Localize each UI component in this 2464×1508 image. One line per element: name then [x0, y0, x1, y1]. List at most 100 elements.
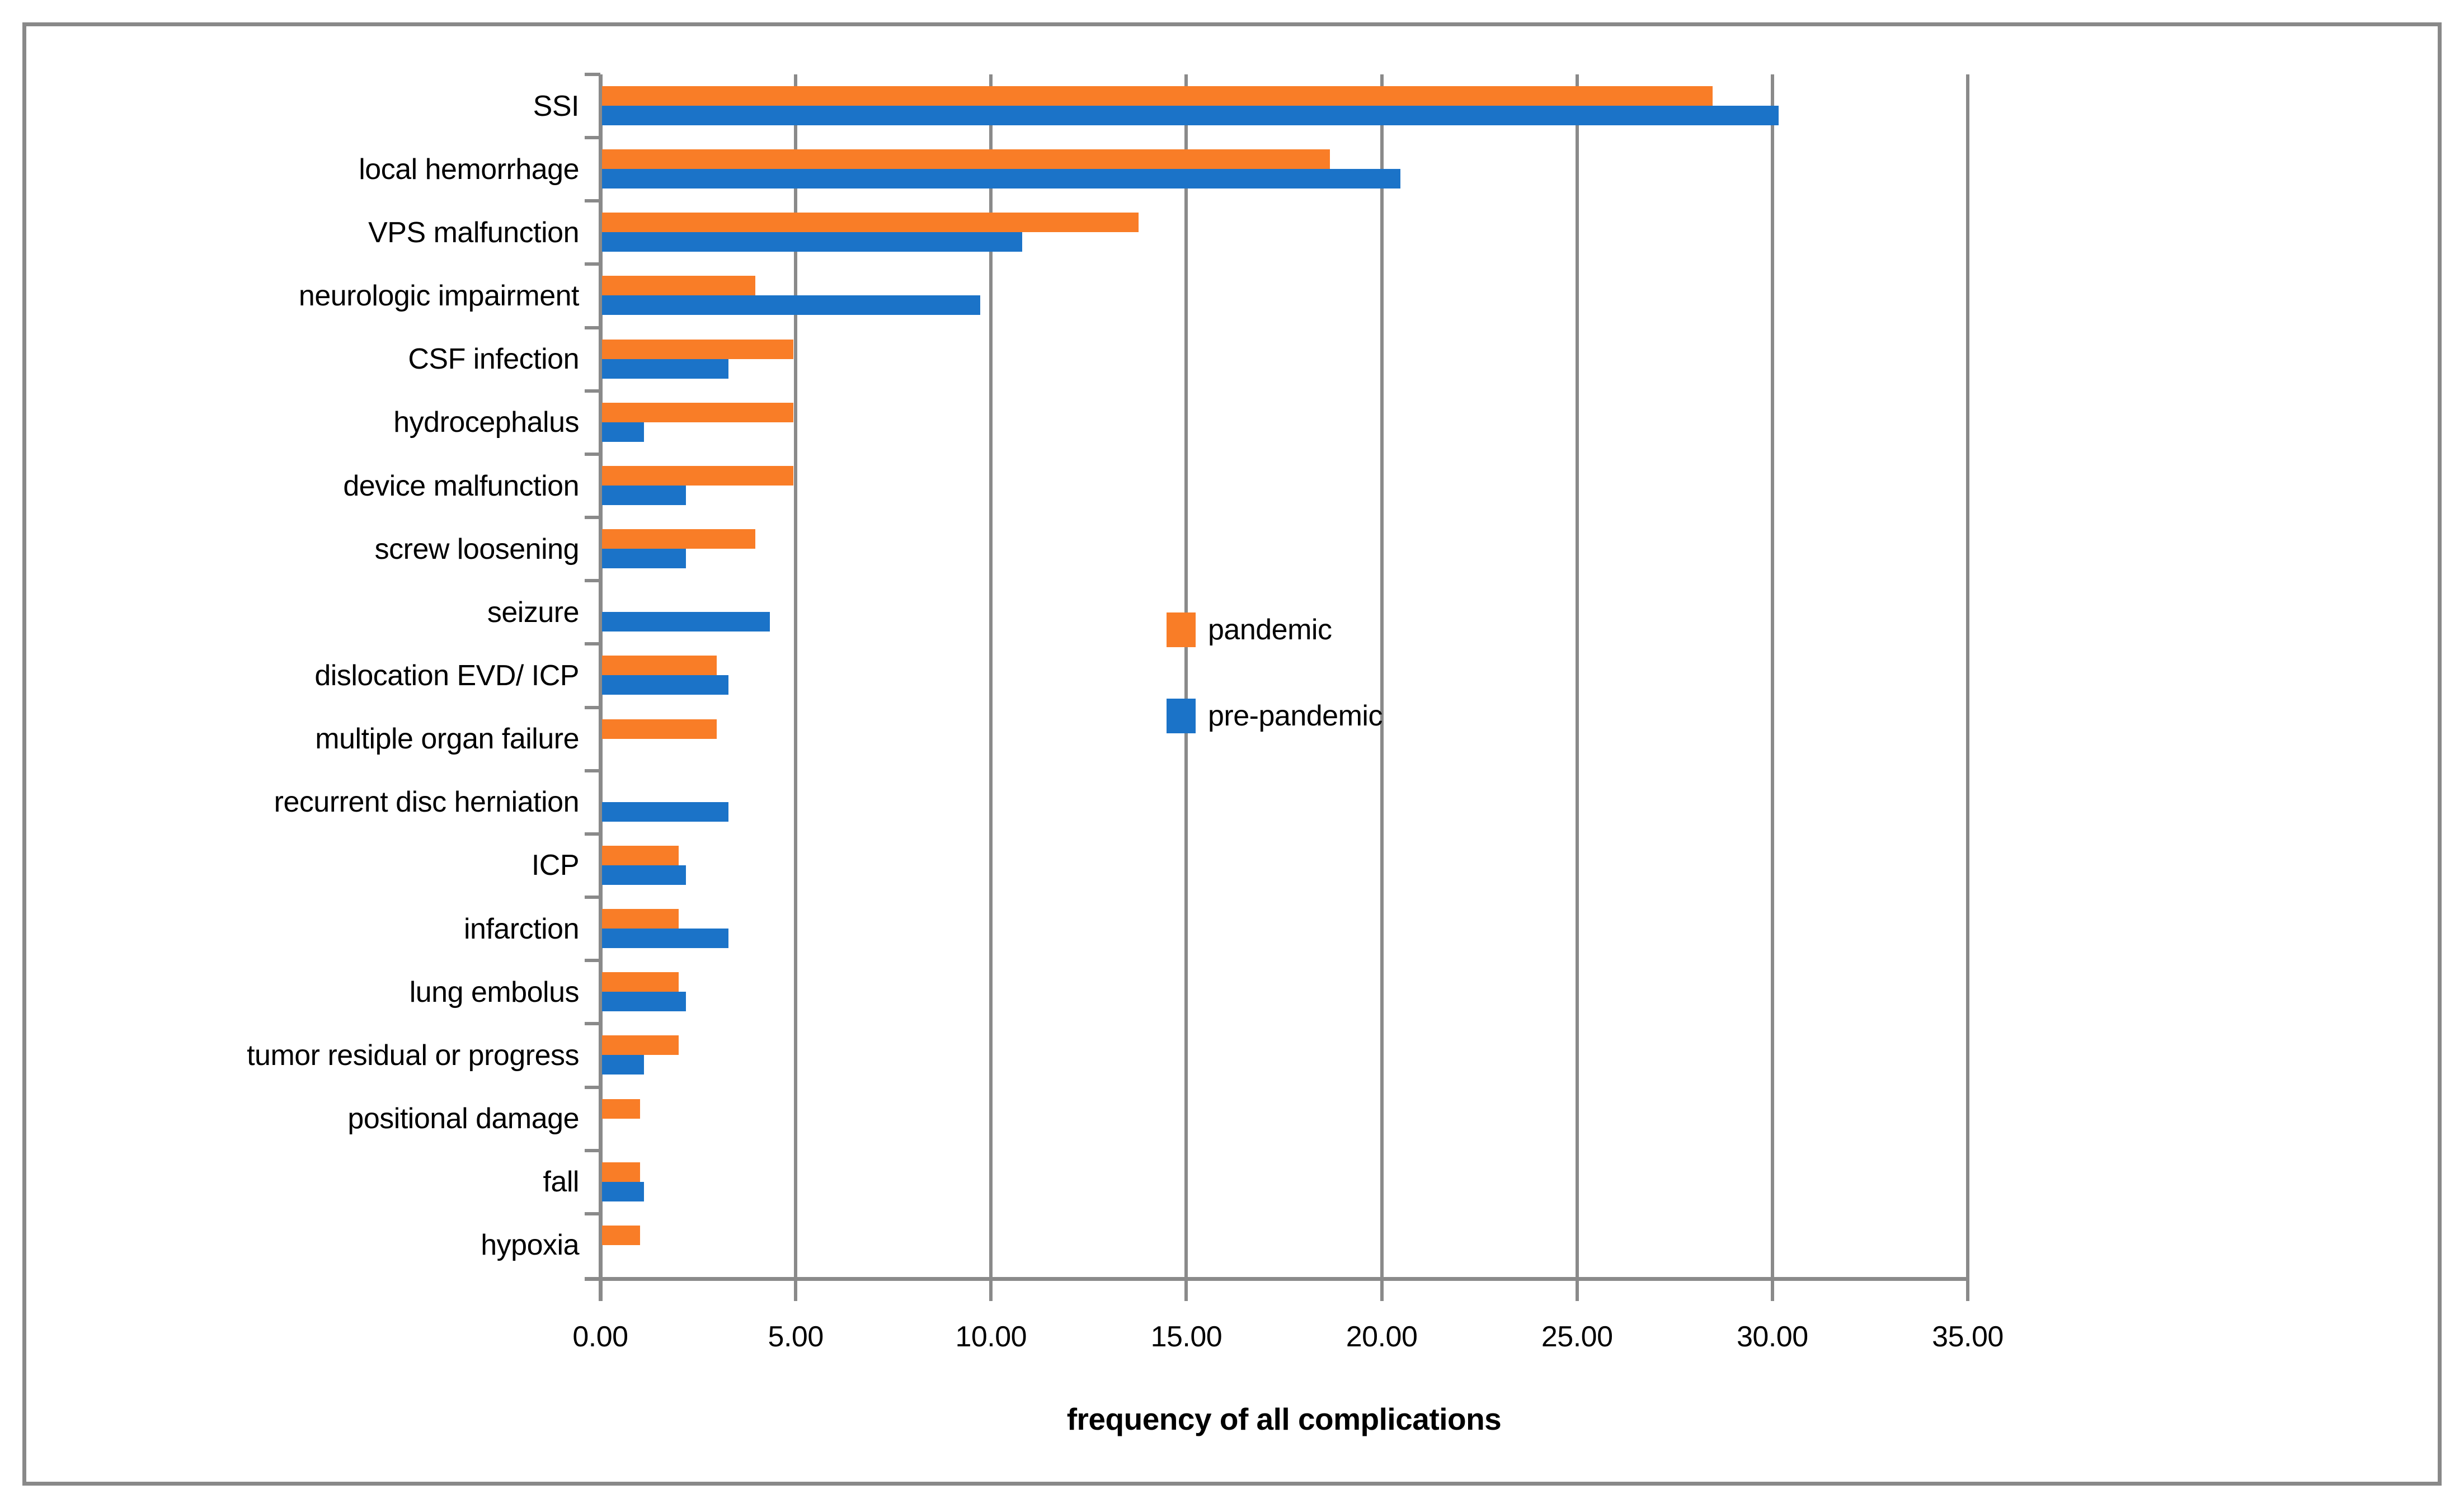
category-label: screw loosening — [374, 532, 580, 566]
gridline — [1380, 74, 1384, 1277]
bar-pandemic — [602, 909, 679, 929]
x-tick-label: 30.00 — [1737, 1321, 1808, 1353]
category-label: device malfunction — [343, 469, 579, 502]
bar-pandemic — [602, 276, 755, 296]
x-tick-label: 20.00 — [1346, 1321, 1418, 1353]
y-tick — [585, 199, 600, 203]
bar-pre-pandemic — [602, 992, 686, 1012]
bar-pre-pandemic — [602, 865, 686, 885]
bar-pandemic — [602, 845, 679, 865]
gridline — [1966, 74, 1969, 1277]
legend-label: pandemic — [1208, 614, 1332, 646]
category-label: SSI — [533, 89, 580, 122]
category-label: hydrocephalus — [393, 406, 579, 439]
x-tick-label: 15.00 — [1150, 1321, 1222, 1353]
y-tick — [585, 705, 600, 709]
bar-pandemic — [602, 149, 1330, 169]
x-tick — [1184, 1281, 1188, 1301]
pre-pandemic-swatch-icon — [1167, 699, 1196, 733]
bar-pre-pandemic — [602, 802, 728, 822]
legend-label: pre-pandemic — [1208, 700, 1383, 732]
bar-pre-pandemic — [602, 612, 770, 632]
bar-pandemic — [602, 465, 794, 486]
y-tick — [585, 326, 600, 329]
category-label: VPS malfunction — [368, 216, 579, 249]
y-tick — [585, 516, 600, 520]
bar-pandemic — [602, 213, 1139, 233]
y-tick — [585, 262, 600, 266]
y-tick — [585, 136, 600, 140]
gridline — [1770, 74, 1774, 1277]
gridline — [989, 74, 993, 1277]
y-tick — [585, 73, 600, 76]
y-tick — [585, 959, 600, 963]
category-label: recurrent disc herniation — [274, 786, 580, 819]
x-tick-label: 5.00 — [768, 1321, 824, 1353]
x-tick-label: 35.00 — [1932, 1321, 2004, 1353]
bar-pandemic — [602, 972, 679, 992]
category-label: fall — [543, 1166, 580, 1199]
bar-pandemic — [602, 656, 717, 676]
x-axis-title: frequency of all complications — [1066, 1402, 1502, 1436]
figure-border — [22, 22, 2442, 1486]
bar-pandemic — [602, 529, 755, 549]
bar-pre-pandemic — [602, 295, 980, 315]
bar-pre-pandemic — [602, 232, 1022, 252]
bar-pre-pandemic — [602, 106, 1779, 125]
category-label: positional damage — [347, 1102, 579, 1135]
y-tick — [585, 769, 600, 772]
x-tick-label: 25.00 — [1541, 1321, 1613, 1353]
legend: pandemic pre-pandemic — [1167, 611, 1383, 734]
bar-pandemic — [602, 1035, 679, 1055]
x-tick-label: 10.00 — [955, 1321, 1027, 1353]
x-tick — [794, 1281, 798, 1301]
category-label: CSF infection — [408, 343, 579, 376]
x-tick — [989, 1281, 993, 1301]
y-tick — [585, 832, 600, 836]
bar-pandemic — [602, 1225, 641, 1245]
y-tick — [585, 389, 600, 393]
bar-pre-pandemic — [602, 1055, 645, 1075]
x-tick — [1380, 1281, 1384, 1301]
y-tick — [585, 1085, 600, 1089]
gridline — [1184, 74, 1188, 1277]
x-tick-label: 0.00 — [572, 1321, 628, 1353]
category-label: local hemorrhage — [359, 153, 579, 186]
y-tick — [585, 1148, 600, 1152]
bar-pre-pandemic — [602, 359, 728, 379]
bar-pandemic — [602, 1162, 641, 1182]
y-tick — [585, 579, 600, 583]
bar-pre-pandemic — [602, 549, 686, 569]
bar-pre-pandemic — [602, 485, 686, 505]
category-label: lung embolus — [409, 976, 580, 1009]
category-label: dislocation EVD/ ICP — [314, 659, 579, 692]
bar-pandemic — [602, 339, 794, 359]
category-label: seizure — [487, 596, 580, 629]
category-label: infarction — [464, 912, 580, 945]
category-label: hypoxia — [481, 1229, 579, 1262]
x-tick — [1770, 1281, 1774, 1301]
bar-pre-pandemic — [602, 1181, 645, 1201]
category-label: tumor residual or progress — [247, 1039, 579, 1072]
pandemic-swatch-icon — [1167, 612, 1196, 647]
gridline — [1575, 74, 1579, 1277]
y-tick — [585, 452, 600, 456]
bar-pre-pandemic — [602, 169, 1400, 189]
bar-pre-pandemic — [602, 675, 728, 695]
gridline — [794, 74, 798, 1277]
y-tick — [585, 642, 600, 646]
bar-pre-pandemic — [602, 422, 645, 442]
x-tick — [1966, 1281, 1969, 1301]
y-axis-line — [599, 74, 603, 1301]
bar-pre-pandemic — [602, 929, 728, 949]
category-label: neurologic impairment — [298, 280, 580, 313]
category-label: ICP — [531, 849, 580, 882]
legend-item-pandemic: pandemic — [1167, 611, 1383, 648]
bar-pandemic — [602, 402, 794, 422]
x-axis-line — [585, 1277, 1969, 1281]
bar-pandemic — [602, 719, 717, 739]
y-tick — [585, 1022, 600, 1026]
legend-item-pre-pandemic: pre-pandemic — [1167, 698, 1383, 734]
bar-pandemic — [602, 1099, 641, 1119]
